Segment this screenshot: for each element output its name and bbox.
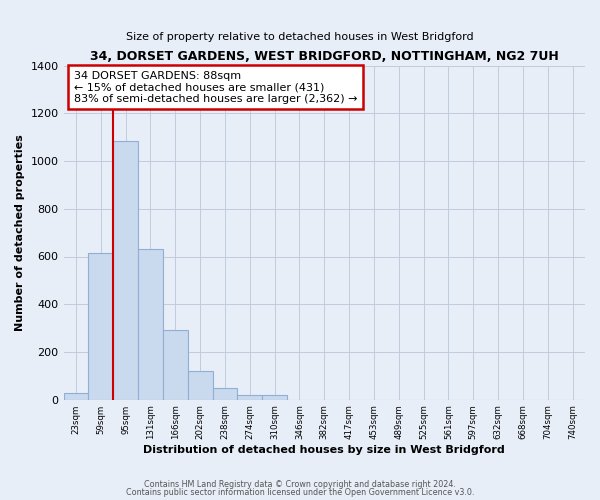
Text: 34 DORSET GARDENS: 88sqm
← 15% of detached houses are smaller (431)
83% of semi-: 34 DORSET GARDENS: 88sqm ← 15% of detach…	[74, 70, 358, 104]
Bar	[113, 140, 138, 400]
Bar	[138, 250, 163, 400]
Bar	[88, 253, 113, 400]
Bar	[262, 396, 287, 400]
Bar	[163, 330, 188, 400]
Text: Contains HM Land Registry data © Crown copyright and database right 2024.: Contains HM Land Registry data © Crown c…	[144, 480, 456, 489]
Bar	[188, 371, 212, 400]
Title: 34, DORSET GARDENS, WEST BRIDGFORD, NOTTINGHAM, NG2 7UH: 34, DORSET GARDENS, WEST BRIDGFORD, NOTT…	[90, 50, 559, 63]
Bar	[212, 388, 238, 400]
Text: Contains public sector information licensed under the Open Government Licence v3: Contains public sector information licen…	[126, 488, 474, 497]
Y-axis label: Number of detached properties: Number of detached properties	[15, 134, 25, 331]
Bar	[64, 392, 88, 400]
X-axis label: Distribution of detached houses by size in West Bridgford: Distribution of detached houses by size …	[143, 445, 505, 455]
Text: Size of property relative to detached houses in West Bridgford: Size of property relative to detached ho…	[126, 32, 474, 42]
Bar	[238, 395, 262, 400]
